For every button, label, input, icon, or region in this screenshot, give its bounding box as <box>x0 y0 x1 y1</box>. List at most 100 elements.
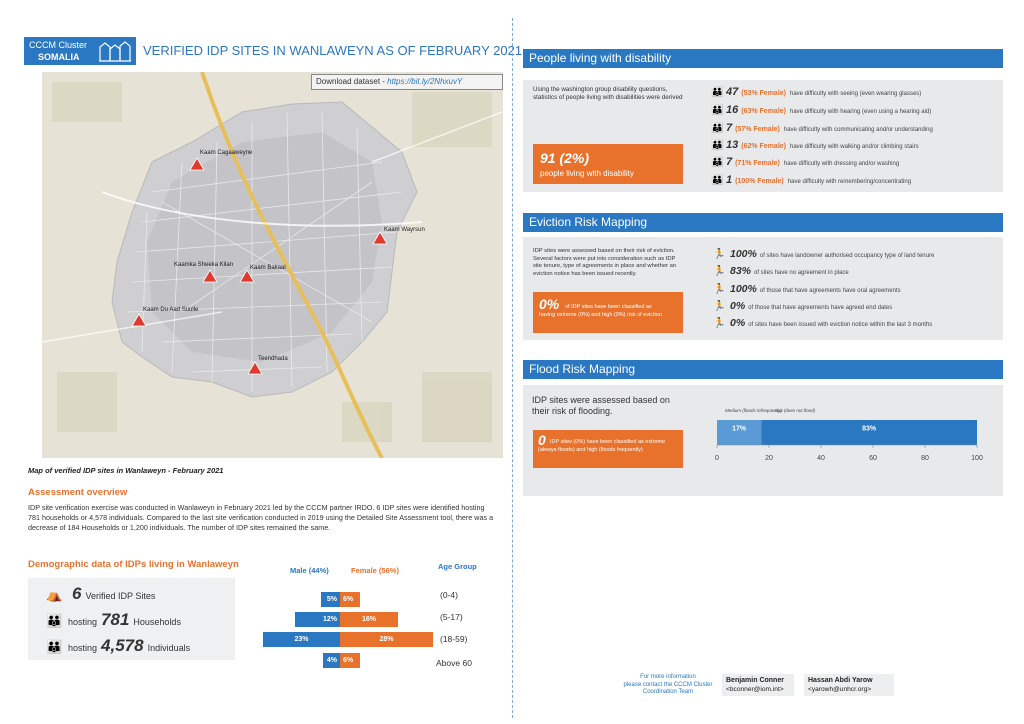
assessment-title: Assessment overview <box>28 487 128 498</box>
page-title: VERIFIED IDP SITES IN WANLAWEYN AS OF FE… <box>143 43 523 58</box>
site-label: Teendhada <box>258 356 288 362</box>
people-icon: 👪 <box>711 157 724 168</box>
logo-line1: CCCM Cluster <box>29 40 88 50</box>
cccm-logo: CCCM Cluster SOMALIA <box>24 37 136 65</box>
people-icon: 👪 <box>711 123 724 134</box>
disability-count: 16 <box>726 104 739 116</box>
dataset-url[interactable]: https://bit.ly/2NhxuvY <box>387 77 463 86</box>
eviction-text: of sites have landowner authorised occup… <box>759 253 935 259</box>
map-caption: Map of verified IDP sites in Wanlaweyn -… <box>28 466 224 475</box>
download-dataset-link[interactable]: Download dataset - https://bit.ly/2Nhxuv… <box>311 74 503 90</box>
households-label: Households <box>133 617 181 627</box>
contact-email[interactable]: <bconner@iom.int> <box>726 686 784 693</box>
individuals-count: 4,578 <box>101 636 144 655</box>
age-label: (0-4) <box>440 590 458 600</box>
disability-text: have difficulty with remembering/concent… <box>787 179 912 185</box>
flood-legend-label: Low (does not flood) <box>774 408 815 413</box>
pyramid-male-bar: 23% <box>263 632 340 647</box>
logo-line2: SOMALIA <box>38 52 80 62</box>
eviction-text: of those that have agreements have oral … <box>759 288 901 294</box>
flood-big-text: IDP sites (0%) have been classified as e… <box>538 439 666 453</box>
disability-text: have difficulty with hearing (even using… <box>790 109 932 115</box>
flood-highlight-box: 0 IDP sites (0%) have been classified as… <box>533 430 683 468</box>
ind-prefix: hosting <box>68 643 98 653</box>
site-label: Kaam Wayrsun <box>384 227 425 233</box>
eviction-stat: 0% <box>730 317 746 329</box>
disability-female-pct: (53% Female) <box>741 90 786 97</box>
male-header: Male (44%) <box>290 566 329 575</box>
footer-info-line: Coordination Team <box>642 689 694 695</box>
footer-info: For more information please contact the … <box>612 674 724 697</box>
flood-bar-label: 17% <box>732 426 747 433</box>
disability-text: have difficulty with dressing and/or was… <box>783 161 900 167</box>
running-person-icon: 🏃 <box>713 284 726 295</box>
eviction-stat: 100% <box>730 248 757 260</box>
flood-x-tick-label: 40 <box>817 455 825 462</box>
running-person-icon: 🏃 <box>713 249 726 260</box>
pyramid-female-bar: 16% <box>340 612 398 627</box>
flood-risk-chart: 17% Medium (floods infrequently) 83% Low (d… <box>715 408 983 462</box>
contact-card: Benjamin Conner <bconner@iom.int> <box>722 674 794 696</box>
running-person-icon: 🏃 <box>713 301 726 312</box>
flood-bar-segment <box>761 420 977 445</box>
eviction-text: of those that have agreements have agree… <box>748 305 893 311</box>
eviction-text: of sites have no agreement in place <box>754 270 849 276</box>
disability-female-pct: (62% Female) <box>741 143 786 150</box>
disability-count: 7 <box>726 122 733 134</box>
people-icon: 👪 <box>711 105 724 116</box>
people-icon: 👪 <box>711 87 724 98</box>
demographics-title: Demographic data of IDPs living in Wanla… <box>28 559 239 570</box>
female-header: Female (56%) <box>351 566 399 575</box>
disability-text: have difficulty with seeing (even wearin… <box>790 91 922 97</box>
site-label: Kaam Bakaal <box>250 265 286 271</box>
column-divider <box>512 18 513 718</box>
eviction-big: 0% <box>539 296 560 312</box>
disability-text: have difficulty with communicating and/o… <box>783 127 933 133</box>
contact-email[interactable]: <yarowh@unhcr.org> <box>808 686 872 693</box>
pyramid-male-bar: 5% <box>321 592 340 607</box>
eviction-title: Eviction Risk Mapping <box>523 213 1003 232</box>
age-label: (5-17) <box>440 612 463 622</box>
flood-legend-label: Medium (floods infrequently) <box>725 408 782 413</box>
disability-total-box: 91 (2%) people living with disability <box>533 144 683 184</box>
disability-total-label: people living with disability <box>540 169 634 178</box>
flood-big: 0 <box>538 432 546 448</box>
disability-count: 7 <box>726 156 733 168</box>
disability-total: 91 (2%) <box>540 150 590 166</box>
disability-female-pct: (100% Female) <box>735 178 784 185</box>
pyramid-female-bar: 28% <box>340 632 433 647</box>
people-icon: 👪 <box>711 140 724 151</box>
age-label: Above 60 <box>436 658 472 668</box>
flood-intro: IDP sites were assessed based on their r… <box>532 395 670 416</box>
eviction-big-text: of IDP sites have been classified as hav… <box>539 304 662 318</box>
eviction-stat: 0% <box>730 300 746 312</box>
eviction-intro: IDP sites were assessed based on their r… <box>533 248 677 277</box>
pyramid-male-bar: 12% <box>295 612 340 627</box>
pyramid-male-bar: 4% <box>323 653 340 668</box>
download-label: Download dataset - <box>316 77 388 86</box>
flood-x-tick-label: 100 <box>971 455 983 462</box>
tents-icon: ⛺ <box>46 587 63 602</box>
pyramid-female-bar: 6% <box>340 653 360 668</box>
disability-count: 13 <box>726 139 739 151</box>
disability-female-pct: (63% Female) <box>741 108 786 115</box>
flood-x-tick-label: 60 <box>869 455 877 462</box>
running-person-icon: 🏃 <box>713 318 726 329</box>
pyramid-female-bar: 6% <box>340 592 360 607</box>
building-icon <box>99 41 131 62</box>
disability-intro: Using the washington group disability qu… <box>533 86 683 101</box>
assessment-text: IDP site verification exercise was condu… <box>28 503 494 532</box>
flood-x-tick-label: 80 <box>921 455 929 462</box>
footer-info-line: For more information <box>640 674 696 680</box>
age-label: (18-59) <box>440 634 468 644</box>
disability-female-pct: (71% Female) <box>735 160 780 167</box>
eviction-text: of sites have been issued with eviction … <box>748 322 933 328</box>
sites-label: Verified IDP Sites <box>85 591 156 601</box>
disability-title: People living with disability <box>523 49 1003 68</box>
family-icon: 👪 <box>46 613 63 628</box>
contact-name: Hassan Abdi Yarow <box>808 677 873 684</box>
sites-count: 6 <box>72 584 82 603</box>
people-icon: 👪 <box>46 639 63 654</box>
contact-card: Hassan Abdi Yarow <yarowh@unhcr.org> <box>804 674 894 696</box>
site-label: Kaam Cagaaweyne <box>200 150 253 156</box>
